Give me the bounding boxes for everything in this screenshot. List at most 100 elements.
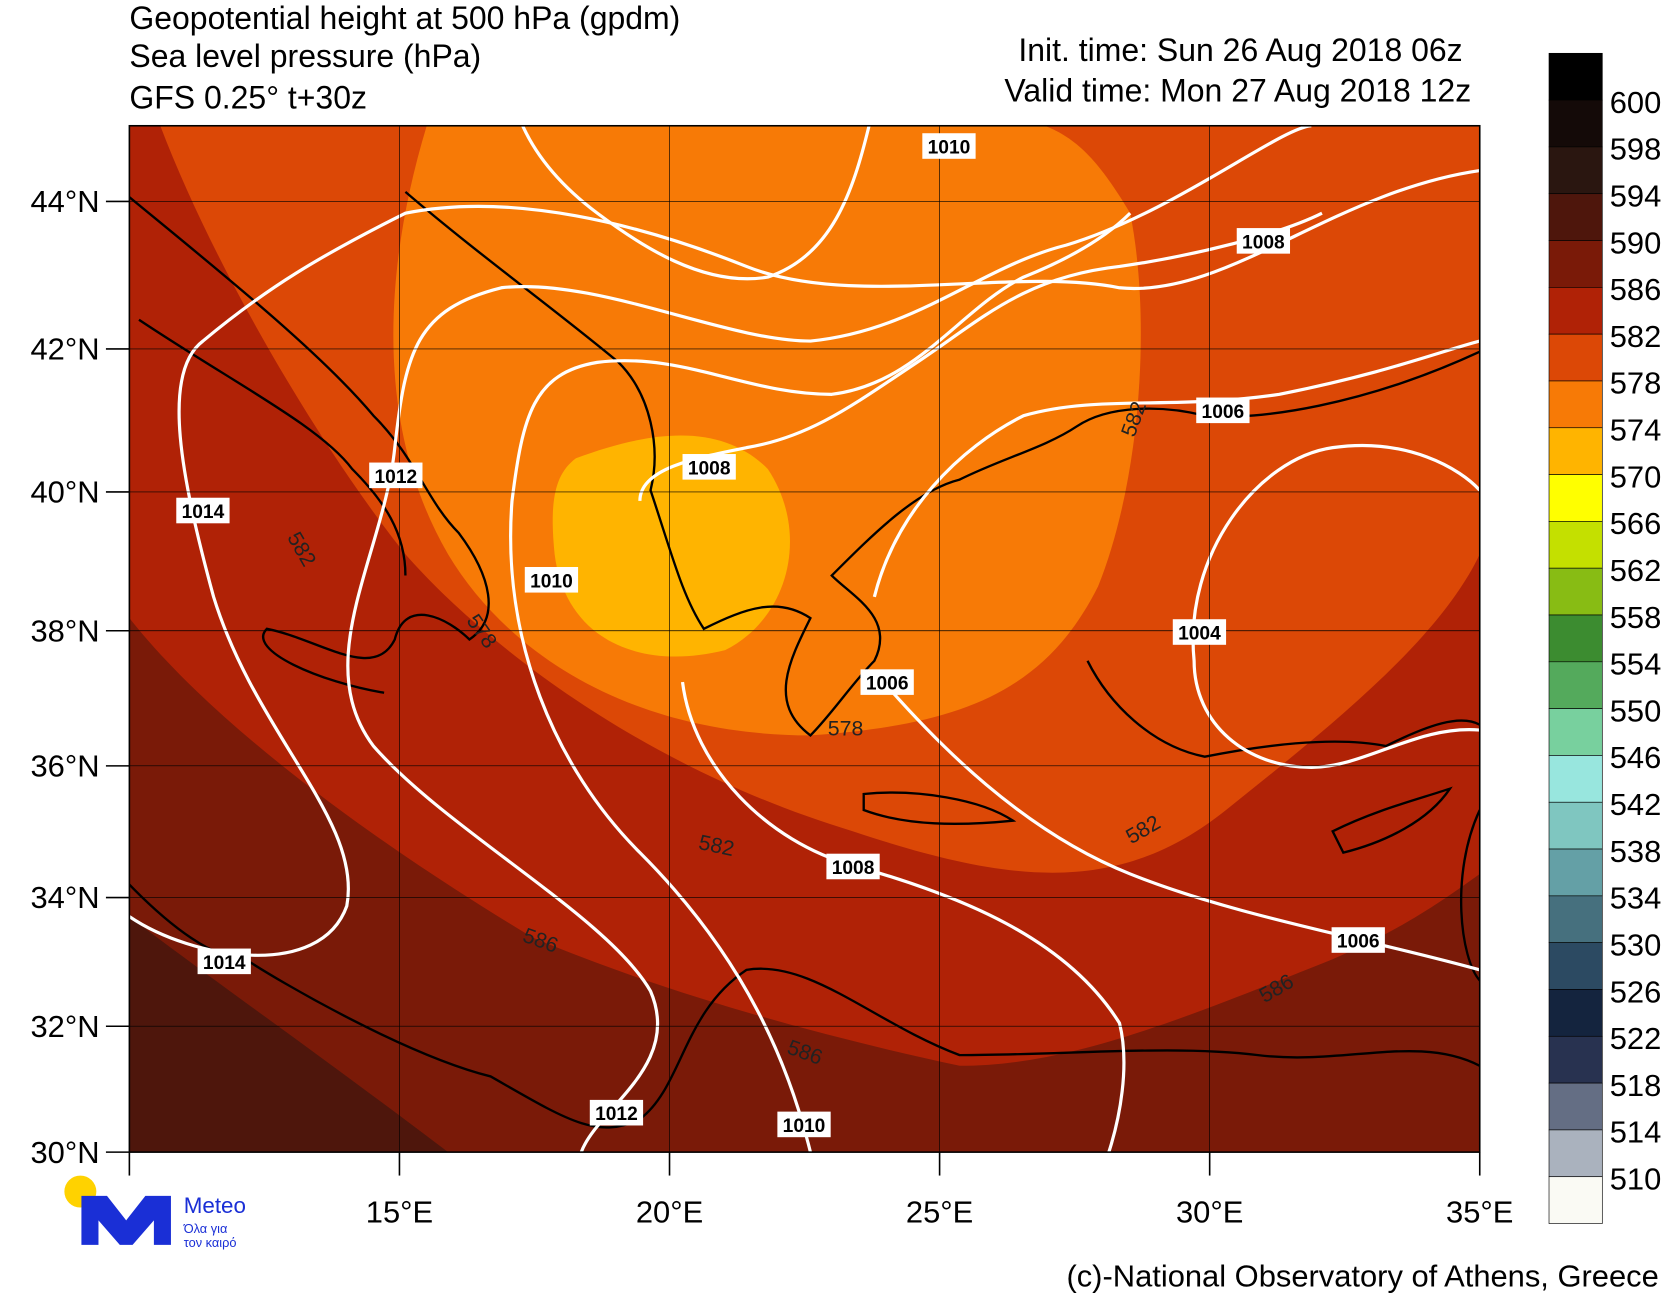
isobar: [346, 125, 1312, 1153]
map-overlay: [129, 125, 1480, 1153]
coastline: [1331, 786, 1453, 854]
colorbar-box: [1548, 755, 1603, 803]
lat-tick-label: 30°N: [31, 1135, 100, 1170]
lat-tick-label: 32°N: [31, 1009, 100, 1044]
height-label: 578: [828, 716, 864, 740]
isobar-label-box: [1172, 619, 1227, 645]
lat-tick-label: 36°N: [31, 749, 100, 784]
colorbar-label: 534: [1610, 881, 1662, 916]
coastline: [1459, 809, 1480, 982]
colorbar-label: 530: [1610, 927, 1662, 962]
title-line: Geopotential height at 500 hPa (gpdm): [129, 0, 680, 36]
colorbar-label: 566: [1610, 506, 1662, 541]
contour-labels: 1010 1008 1006 1012 1008 1014 1010 1004 1006 1008…: [176, 133, 1385, 1138]
colorbar-box: [1548, 801, 1603, 850]
colorbar-box: [1548, 661, 1603, 709]
title-line: Sea level pressure (hPa): [129, 38, 481, 74]
colorbar-box: [1548, 567, 1603, 616]
lat-tick-label: 38°N: [31, 613, 100, 648]
map-frame: [128, 124, 1481, 1153]
colorbar-box: [1548, 99, 1603, 148]
isobar-label: 1006: [1202, 402, 1245, 423]
colorbar-box: [1548, 52, 1603, 101]
isobar-label-box: [922, 133, 976, 159]
colorbar-box: [1548, 427, 1603, 475]
isobar-label: 1004: [1178, 623, 1221, 644]
isobar-label: 1008: [1242, 232, 1285, 253]
colorbar-box: [1548, 521, 1603, 569]
colorbar-box: [1548, 614, 1603, 663]
colorbar-box: [1548, 240, 1603, 288]
isobar-label: 1010: [783, 1116, 826, 1137]
valid-time: Valid time: Mon 27 Aug 2018 12z: [1004, 72, 1471, 108]
init-time: Init. time: Sun 26 Aug 2018 06z: [1018, 32, 1462, 68]
isobar-label: 1012: [595, 1104, 638, 1125]
colorbar-label: 558: [1610, 600, 1662, 635]
logo: Meteo Όλα για τον καιρό: [64, 1175, 246, 1250]
colorbar-box: [1548, 1082, 1603, 1131]
isobar-label: 1008: [832, 858, 875, 879]
isobar-label: 1010: [928, 137, 971, 158]
colorbar-label: 578: [1610, 366, 1662, 401]
isobar-label-box: [777, 1111, 831, 1138]
logo-mark: [81, 1195, 171, 1245]
coastline: [1086, 660, 1480, 758]
colorbar-box: [1548, 193, 1603, 241]
coastline: [138, 318, 407, 576]
isobar: [680, 681, 1126, 1153]
isobar-label: 1014: [182, 502, 225, 523]
colorbar-box: [1548, 942, 1603, 990]
coastline: [862, 791, 1017, 826]
lat-tick-label: 34°N: [31, 880, 100, 915]
colorbar-box: [1548, 146, 1603, 195]
colorbar-box: [1548, 333, 1603, 382]
colorbar-box: [1548, 708, 1603, 756]
colorbar-label: 586: [1610, 272, 1662, 307]
logo-slogan: τον καιρό: [184, 1235, 237, 1250]
isobar-label: 1006: [866, 674, 909, 695]
isobar-label-box: [1196, 397, 1250, 424]
colorbar: 600 598 594 590 586 582 578 574 570 566 562 558 554 5…: [1548, 52, 1662, 1224]
isobar-label-box: [826, 853, 880, 880]
colorbar-label: 590: [1610, 225, 1662, 260]
field-band: [129, 916, 449, 1153]
colorbar-box: [1548, 287, 1603, 335]
colorbar-label: 594: [1610, 179, 1662, 214]
colorbar-box: [1548, 895, 1603, 943]
lon-tick-label: 20°E: [636, 1194, 703, 1229]
colorbar-label: 574: [1610, 413, 1662, 448]
lon-tick-label: 35°E: [1446, 1194, 1513, 1229]
logo-name: Meteo: [184, 1193, 246, 1218]
title-line: GFS 0.25° t+30z: [129, 80, 367, 116]
lat-tick-label: 44°N: [31, 184, 100, 219]
isobar: [521, 125, 871, 281]
colorbar-box: [1548, 1035, 1603, 1084]
lat-tick-label: 42°N: [31, 332, 100, 367]
field-band: [552, 435, 790, 657]
colorbar-label: 514: [1610, 1115, 1662, 1150]
isobar-label: 1014: [203, 953, 246, 974]
colorbar-label: 570: [1610, 459, 1662, 494]
coastline: [129, 883, 1480, 1129]
colorbar-label: 526: [1610, 974, 1662, 1009]
isobar-label-box: [524, 567, 579, 593]
colorbar-label: 554: [1610, 647, 1662, 682]
isobar: [872, 339, 1480, 598]
isobar-label-box: [1236, 228, 1291, 254]
height-field: [129, 125, 1480, 1153]
isobar-label-box: [369, 462, 423, 489]
colorbar-box: [1548, 474, 1603, 522]
colorbar-label: 546: [1610, 740, 1662, 775]
colorbar-label: 582: [1610, 319, 1662, 354]
colorbar-box: [1548, 1176, 1603, 1224]
isobar-label: 1010: [530, 571, 573, 592]
credit: (c)-National Observatory of Athens, Gree…: [1066, 1258, 1658, 1293]
colorbar-label: 518: [1610, 1068, 1662, 1103]
isobar-label-box: [682, 454, 736, 480]
isobar: [1191, 443, 1480, 769]
graticule: 30°N 32°N 34°N 36°N 38°N 40°N 42°N 44°N 15°E 20°E…: [31, 125, 1513, 1229]
isobar-label-box: [197, 948, 251, 975]
lon-tick-label: 25°E: [906, 1194, 973, 1229]
